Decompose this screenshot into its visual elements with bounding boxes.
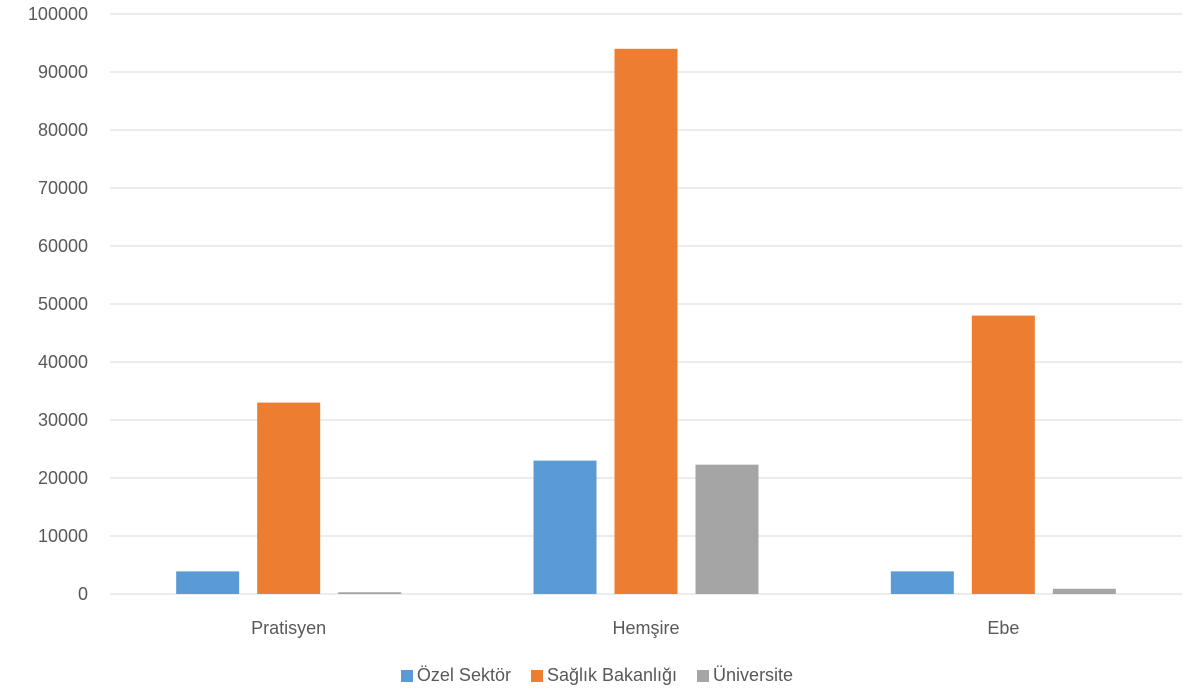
x-tick-label: Hemşire xyxy=(612,618,679,638)
y-tick-label: 80000 xyxy=(38,120,88,140)
y-tick-label: 60000 xyxy=(38,236,88,256)
y-axis-ticks: 0 10000 20000 30000 40000 50000 60000 70000 8000… xyxy=(28,4,88,604)
y-tick-label: 10000 xyxy=(38,526,88,546)
bar xyxy=(1052,588,1116,594)
legend-label: Özel Sektör xyxy=(416,665,511,685)
legend-swatch xyxy=(697,669,710,682)
bar xyxy=(257,402,321,594)
bar xyxy=(533,460,597,594)
y-tick-label: 0 xyxy=(78,584,88,604)
bar xyxy=(614,48,678,595)
bar xyxy=(890,571,954,594)
x-axis-ticks: Pratisyen Hemşire Ebe xyxy=(251,618,1019,638)
bar xyxy=(176,571,240,594)
legend-item: Sağlık Bakanlığı xyxy=(530,665,678,686)
x-tick-label: Ebe xyxy=(987,618,1019,638)
x-tick-label: Pratisyen xyxy=(251,618,326,638)
bar xyxy=(695,464,759,594)
legend-swatch xyxy=(400,669,413,682)
legend-swatch xyxy=(530,669,543,682)
y-tick-label: 50000 xyxy=(38,294,88,314)
bar xyxy=(338,592,402,594)
bar xyxy=(971,315,1035,594)
legend-item: Üniversite xyxy=(697,665,793,686)
y-tick-label: 20000 xyxy=(38,468,88,488)
y-tick-label: 70000 xyxy=(38,178,88,198)
legend-item: Özel Sektör xyxy=(400,665,511,686)
bars xyxy=(176,48,1116,595)
legend-label: Sağlık Bakanlığı xyxy=(546,665,678,685)
legend: Özel Sektör Sağlık Bakanlığı Üniversite xyxy=(0,665,1194,686)
bar-chart-plot: 0 10000 20000 30000 40000 50000 60000 70000 8000… xyxy=(28,4,1182,638)
y-tick-label: 30000 xyxy=(38,410,88,430)
y-tick-label: 100000 xyxy=(28,4,88,24)
y-tick-label: 40000 xyxy=(38,352,88,372)
legend-label: Üniversite xyxy=(713,665,794,685)
y-tick-label: 90000 xyxy=(38,62,88,82)
